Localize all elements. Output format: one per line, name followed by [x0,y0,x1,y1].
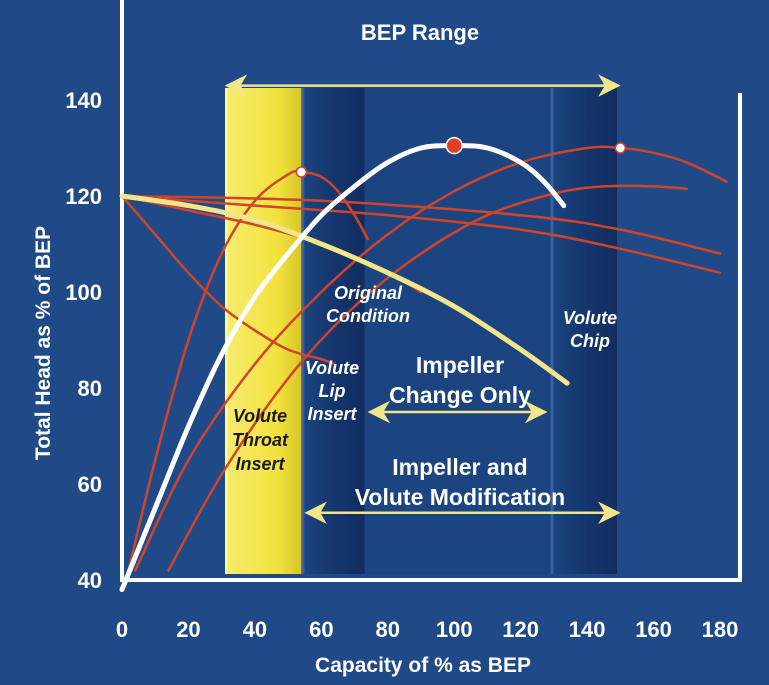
impeller-change-label-2: Change Only [389,382,531,408]
curve-red-8 [134,145,728,572]
lip-bep-point [295,166,308,178]
x-tick-0: 0 [116,617,128,642]
x-tick-labels: 0 20 40 60 80 100 120 140 160 180 [116,617,738,642]
x-tick-80: 80 [376,617,400,642]
original-condition-label-2: Condition [326,306,410,326]
volute-chip-label-2: Chip [570,331,610,351]
x-tick-100: 100 [436,617,473,642]
y-tick-60: 60 [78,472,102,497]
x-tick-40: 40 [243,617,267,642]
volute-lip-label-1: Volute [305,358,359,378]
volute-throat-label-1: Volute [233,406,287,426]
zone-edge-3 [550,88,554,574]
x-tick-140: 140 [569,617,606,642]
bep-point [445,136,463,155]
impeller-volute-label-1: Impeller and [392,454,527,480]
original-condition-label-1: Original [334,283,403,303]
x-tick-180: 180 [702,617,739,642]
impeller-volute-label-2: Volute Modification [355,484,565,510]
y-tick-140: 140 [65,88,102,113]
chip-bep-point [614,142,627,154]
x-tick-60: 60 [309,617,333,642]
curve-red-6 [120,194,722,255]
curve-red-5 [120,194,722,275]
zone-2 [301,88,365,574]
bep-band [364,88,551,574]
zone-3 [550,88,618,574]
y-tick-80: 80 [78,376,102,401]
y-tick-40: 40 [78,568,102,593]
y-tick-labels: 40 60 80 100 120 140 [65,88,102,593]
x-axis-title: Capacity of % as BEP [315,654,531,677]
markers [295,136,627,178]
volute-lip-label-3: Insert [307,404,357,424]
curve-red-7 [127,170,370,572]
x-tick-120: 120 [502,617,539,642]
curve-red-9 [167,184,689,572]
curves [119,143,728,593]
volute-throat-label-2: Throat [232,430,289,450]
x-tick-160: 160 [635,617,672,642]
y-axis-title: Total Head as % of BEP [32,226,55,460]
zone-edge-1 [224,88,228,574]
x-tick-20: 20 [176,617,200,642]
impeller-change-label-1: Impeller [416,352,504,378]
curve-white-main-1 [119,143,567,593]
range-arrows [224,74,621,525]
volute-lip-label-2: Lip [319,381,346,401]
zone-1 [224,88,302,574]
volute-chip-label-1: Volute [563,308,617,328]
y-tick-100: 100 [65,280,102,305]
bep-range-label: BEP Range [361,20,479,45]
y-tick-120: 120 [65,184,102,209]
volute-throat-label-3: Insert [235,454,285,474]
curve-yellow-main-2 [119,193,570,386]
zones [224,88,618,574]
zone-edge-2 [301,88,305,574]
